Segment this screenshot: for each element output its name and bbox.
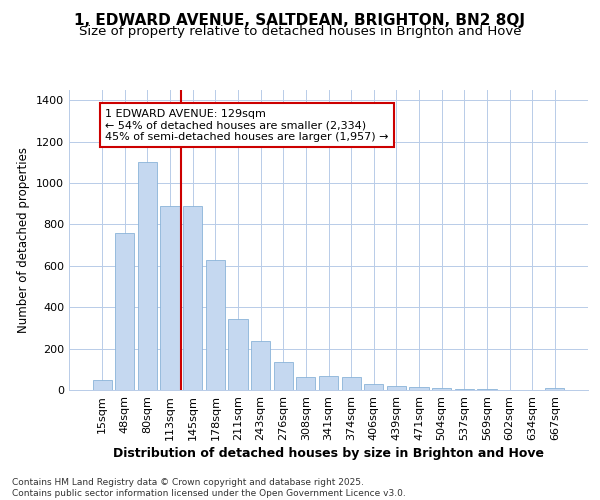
Bar: [387, 386, 406, 390]
Bar: [160, 206, 180, 390]
Bar: [138, 162, 157, 390]
Bar: [206, 260, 225, 390]
Text: Size of property relative to detached houses in Brighton and Hove: Size of property relative to detached ho…: [79, 25, 521, 38]
Bar: [319, 376, 338, 390]
Bar: [455, 389, 474, 390]
Bar: [409, 387, 428, 390]
Bar: [296, 376, 316, 390]
Text: 1, EDWARD AVENUE, SALTDEAN, BRIGHTON, BN2 8QJ: 1, EDWARD AVENUE, SALTDEAN, BRIGHTON, BN…: [74, 12, 526, 28]
Bar: [92, 380, 112, 390]
Bar: [251, 342, 270, 390]
X-axis label: Distribution of detached houses by size in Brighton and Hove: Distribution of detached houses by size …: [113, 447, 544, 460]
Text: 1 EDWARD AVENUE: 129sqm
← 54% of detached houses are smaller (2,334)
45% of semi: 1 EDWARD AVENUE: 129sqm ← 54% of detache…: [105, 108, 389, 142]
Bar: [274, 362, 293, 390]
Bar: [432, 388, 451, 390]
Y-axis label: Number of detached properties: Number of detached properties: [17, 147, 31, 333]
Text: Contains HM Land Registry data © Crown copyright and database right 2025.
Contai: Contains HM Land Registry data © Crown c…: [12, 478, 406, 498]
Bar: [364, 384, 383, 390]
Bar: [229, 318, 248, 390]
Bar: [545, 388, 565, 390]
Bar: [115, 233, 134, 390]
Bar: [183, 206, 202, 390]
Bar: [341, 376, 361, 390]
